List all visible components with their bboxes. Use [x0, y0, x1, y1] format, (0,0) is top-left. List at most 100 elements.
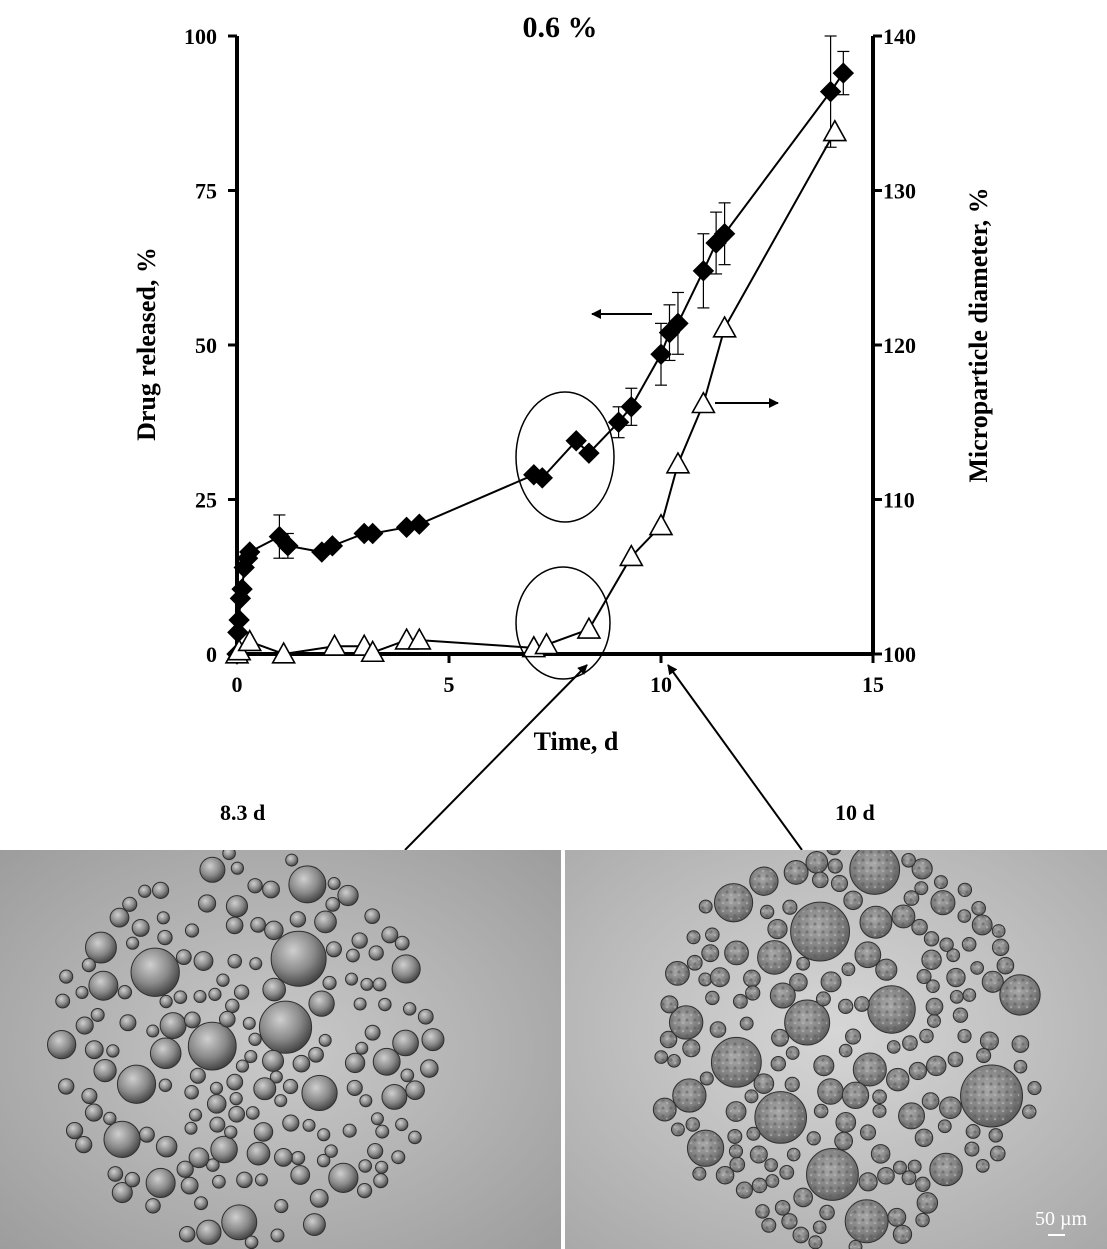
y2-tick-label: 130: [883, 179, 916, 204]
microparticle: [328, 1162, 359, 1193]
particle-texture: [814, 1056, 833, 1075]
particle-texture: [861, 907, 891, 937]
microparticle: [405, 1080, 425, 1100]
particle-texture: [757, 1094, 804, 1141]
particle-texture: [689, 1131, 722, 1165]
microparticle: [262, 880, 280, 899]
particle-texture: [849, 1241, 862, 1249]
particle-texture: [948, 1052, 963, 1067]
particle-texture: [780, 1166, 793, 1179]
particle-texture: [958, 883, 971, 896]
microparticle: [353, 997, 367, 1011]
particle-texture: [751, 868, 777, 894]
microparticle: [290, 1165, 311, 1185]
particle-texture: [807, 1132, 820, 1145]
chart-title: 0.6 %: [523, 11, 598, 44]
data-point-drug-released: [228, 609, 250, 631]
microparticle: [324, 1144, 338, 1158]
microparticle: [206, 1158, 220, 1172]
particle-texture: [820, 1205, 834, 1220]
microparticle: [93, 1058, 117, 1083]
microparticle: [227, 954, 243, 969]
particle-texture: [753, 1178, 767, 1192]
particle-texture: [925, 932, 938, 946]
y2-tick-label: 140: [883, 24, 916, 49]
pointer-line-right: [667, 664, 803, 850]
particle-texture: [908, 1160, 921, 1173]
particle-texture: [751, 1146, 767, 1163]
data-point-drug-released: [713, 223, 736, 245]
microparticle: [360, 977, 374, 991]
microparticle: [302, 1118, 316, 1132]
particle-texture: [923, 1093, 939, 1109]
microparticle: [188, 1147, 210, 1169]
particle-texture: [793, 1227, 808, 1243]
microparticle: [236, 1171, 253, 1189]
microparticle: [249, 957, 263, 971]
particle-texture: [1001, 976, 1039, 1014]
microparticle: [308, 1046, 324, 1063]
microparticle: [245, 1106, 260, 1120]
data-point-drug-released: [578, 442, 600, 464]
data-point-drug-released: [531, 467, 553, 489]
microparticle: [250, 917, 266, 933]
microparticle: [408, 1130, 422, 1145]
microparticle: [378, 997, 392, 1012]
microparticle: [381, 926, 399, 944]
microparticle: [212, 1174, 226, 1189]
microparticle: [355, 1041, 369, 1055]
particle-texture: [717, 1167, 733, 1184]
particle-texture: [788, 1148, 800, 1161]
microparticle: [270, 930, 327, 987]
particle-texture: [766, 1175, 779, 1187]
data-point-diameter: [618, 544, 644, 567]
data-point-drug-released: [692, 260, 715, 282]
particle-texture: [710, 1022, 726, 1037]
microparticle: [84, 1103, 103, 1122]
microparticle: [372, 977, 387, 992]
microparticle: [346, 948, 360, 963]
microparticle: [392, 1029, 419, 1057]
microparticle: [149, 1037, 182, 1070]
particle-texture: [699, 900, 712, 913]
microparticle: [309, 1188, 329, 1208]
particle-texture: [878, 1168, 894, 1184]
particle-texture: [902, 1171, 916, 1184]
microparticle: [402, 1002, 417, 1016]
microparticle: [417, 1008, 434, 1025]
particle-texture: [939, 1120, 951, 1133]
annotation-layer: 0.6 % Time, d Drug released, % Micropart…: [132, 11, 993, 850]
particle-texture: [859, 1173, 877, 1190]
right-image-label: 10 d: [835, 800, 875, 825]
microparticle: [288, 865, 327, 904]
y-tick-label: 25: [195, 488, 217, 513]
series-line: [236, 72, 845, 655]
microparticle: [292, 1054, 311, 1073]
particle-texture: [947, 949, 959, 961]
microparticle: [254, 1173, 268, 1187]
microparticle: [375, 1160, 389, 1174]
microparticle: [291, 1150, 306, 1166]
particle-texture: [855, 997, 869, 1011]
particle-texture: [688, 956, 702, 970]
particle-texture: [887, 1069, 908, 1090]
data-point-drug-released: [620, 396, 643, 418]
microparticle: [226, 1073, 244, 1091]
microparticle: [81, 1088, 98, 1105]
microparticle: [233, 984, 250, 1000]
y-tick-label: 0: [206, 642, 217, 667]
microparticle: [75, 985, 89, 999]
particle-texture: [725, 942, 748, 964]
particle-texture: [683, 1040, 699, 1056]
highlight-ellipse-lower: [515, 566, 611, 680]
microparticle: [109, 907, 130, 928]
error-bars: [273, 35, 850, 559]
microparticle: [130, 947, 180, 997]
microparticle: [193, 951, 214, 971]
data-point-drug-released: [408, 513, 431, 535]
particle-texture: [737, 1182, 752, 1198]
microparticle: [391, 1150, 406, 1165]
microparticle: [244, 1235, 259, 1249]
particle-texture: [832, 876, 847, 891]
microparticle: [90, 1007, 105, 1022]
